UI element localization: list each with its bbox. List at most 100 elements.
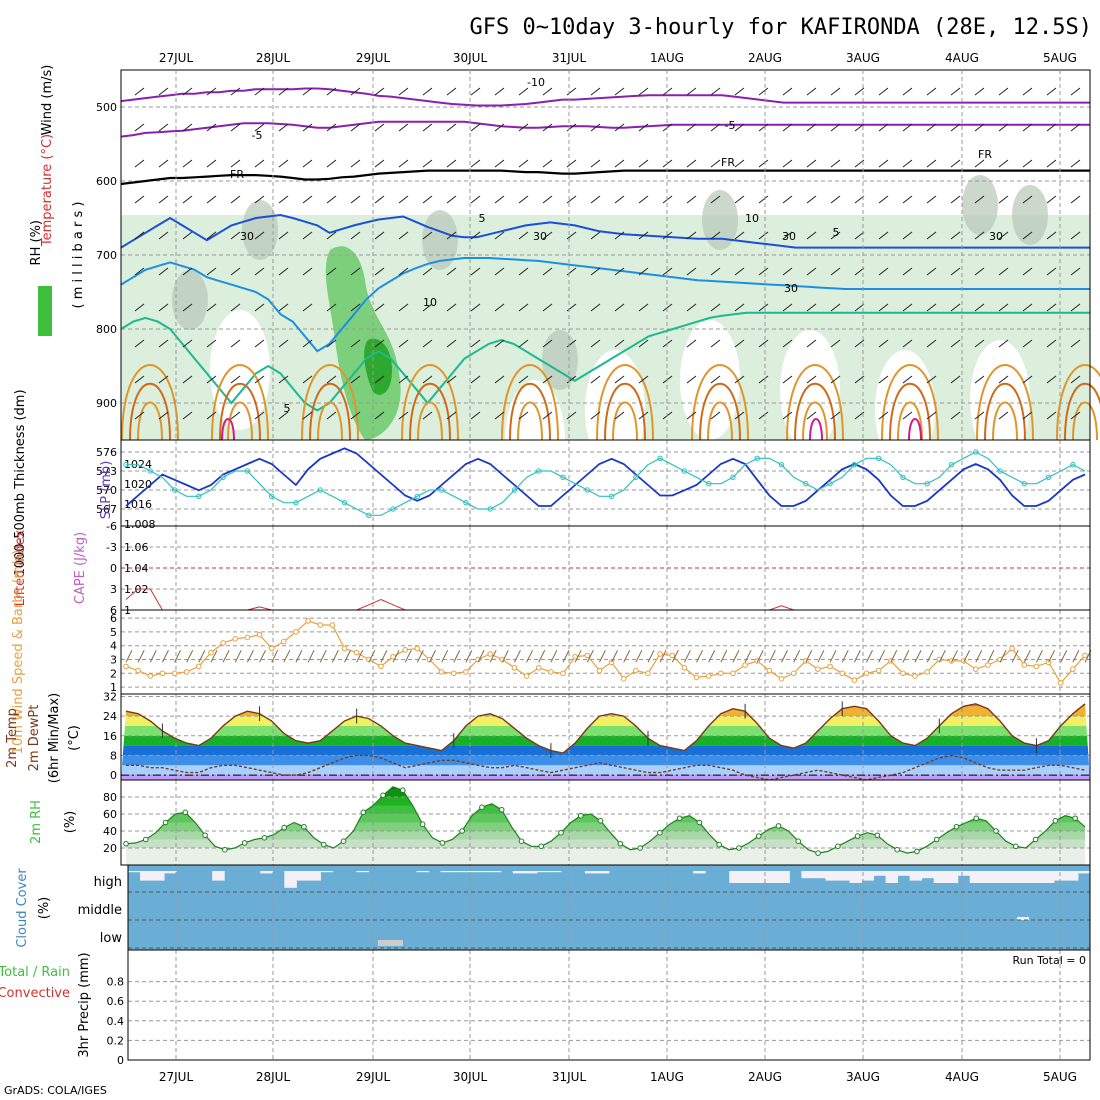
cloud-gap [921,871,935,879]
rh-point [202,832,208,839]
wind-barb [878,123,889,132]
temp-contour--10 [120,87,1090,107]
wind-barb [590,159,601,168]
wind-barb [758,123,769,132]
wind-barb [806,231,817,240]
rh-tick-label: 20 [103,842,117,855]
wind-barb [278,411,289,420]
wind-barb [278,195,289,204]
rh-point [953,823,960,830]
cloud-gap [488,871,502,873]
wind-barb-10m [392,650,400,663]
wind-barb [278,303,289,312]
slp-tick-label: 1020 [124,478,152,491]
wind-barb [1022,123,1033,132]
wind-barb [926,375,937,384]
wind-barb [566,195,577,204]
wind-barb [758,159,769,168]
wind-barb [1070,195,1081,204]
wind-barb [398,267,409,276]
wind-barb [278,375,289,384]
rh-color-band [126,831,1085,840]
wind-barb [782,231,793,240]
wind-barb [158,123,169,132]
rh-dry-pocket [680,320,740,440]
wind-barb [902,303,913,312]
dewpoint-line [126,754,1086,781]
wind-barb-10m [477,650,485,663]
rh-color-band [126,839,1085,848]
rh-point [874,832,881,839]
rh-point [281,824,287,831]
wind-barb-10m [234,650,242,663]
wind-barb-10m [817,650,825,663]
wind-barb [734,267,745,276]
wind-barb [806,411,817,420]
rh-color-band [126,788,1085,797]
wind-barb [590,339,601,348]
wind-barb [254,123,265,132]
ylabel-temp: Temperature (°C) [40,134,55,247]
wind-barb [518,375,529,384]
wind-barb [926,411,937,420]
rh-point [301,823,307,830]
thickness-point [681,468,688,474]
wind-barb-10m [1060,650,1068,663]
warm-contour [707,401,733,441]
rh-color-band [126,848,1085,865]
wind-barb [422,411,433,420]
wind-speed-point [402,647,409,653]
temp-tick-label: 0 [110,769,117,782]
wind-barb [1046,123,1057,132]
wind-barb [1022,195,1033,204]
contour-label: 30 [989,230,1003,243]
wind-speed-point [535,664,542,671]
wind-barb-10m [538,650,546,663]
cloud-gap [1017,871,1031,883]
wind-barb [878,339,889,348]
cloud-gap [1041,871,1055,883]
cloud-gap [596,871,610,874]
rh-point [933,836,940,843]
wind-barb [830,87,841,96]
wind-barb [494,231,505,240]
wind-barb [974,339,985,348]
wind-barb [422,339,433,348]
wind-barb-10m [938,650,946,663]
temp-color-band [121,735,1090,746]
cloud-gap [536,871,550,873]
wind-barb [542,195,553,204]
thickness-point [827,480,833,487]
wind-barb [302,303,313,312]
temp-contour-10 [120,257,1090,353]
wind-barb [1046,375,1057,384]
rh-point [340,838,347,845]
rh-point [775,823,782,829]
wind-speed-point [329,622,336,628]
wind-barb [734,231,745,240]
cloud-gap [693,871,706,874]
wind-barb-10m [951,650,958,663]
wind-barb [254,195,265,204]
wind-barb [542,231,553,240]
wind-barb [134,375,145,384]
wind-speed-point [596,667,603,674]
rh-point [459,828,465,834]
wind-barb [398,123,409,132]
wind-barb-10m [416,650,424,663]
wind-barb [158,375,169,384]
warm-contour [129,382,171,441]
rh-point [261,835,268,841]
wind-speed-point [718,670,724,677]
thickness-point [754,455,760,462]
wind-barb [326,267,337,276]
wind-speed-point [487,651,493,657]
lifted-tick-label: 0 [110,562,117,575]
thickness-point [463,499,469,506]
wind-barb [254,375,265,384]
wind-barb-10m [149,650,157,663]
wind-barb [158,159,169,168]
contour-label: 30 [784,282,798,295]
warm-contour [137,401,163,441]
cloud-gap [164,871,177,874]
